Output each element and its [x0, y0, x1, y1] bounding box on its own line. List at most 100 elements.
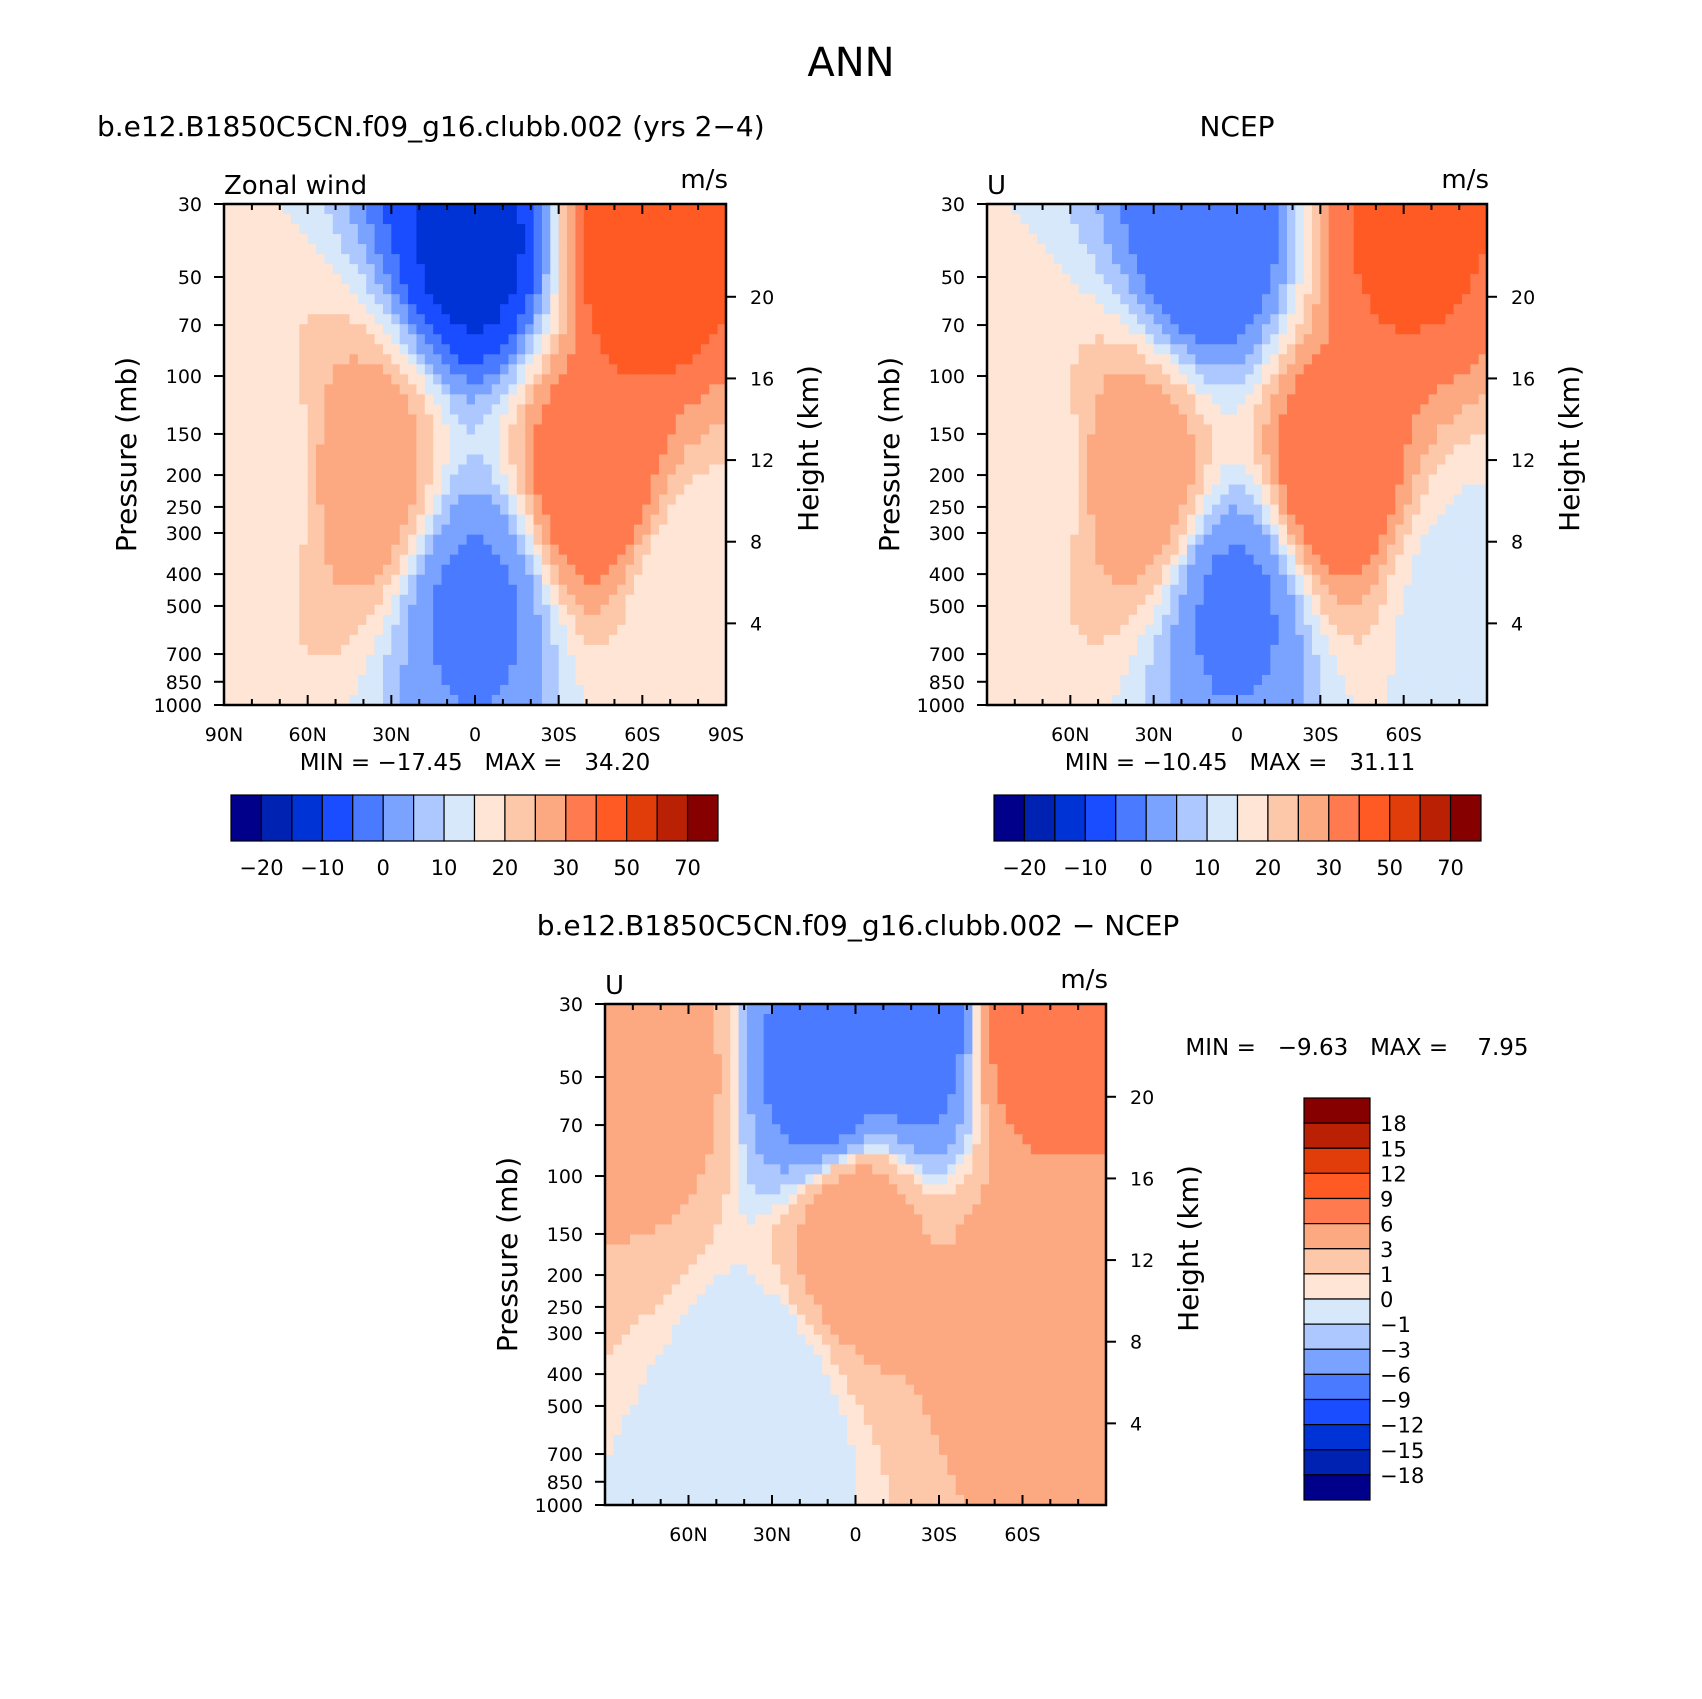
contour-cell: [709, 284, 719, 295]
contour-cell: [592, 504, 602, 516]
contour-cell: [1437, 454, 1446, 466]
contour-cell: [232, 374, 242, 385]
contour-cell: [533, 684, 543, 696]
contour-cell: [659, 274, 669, 285]
contour-cell: [1453, 334, 1463, 345]
contour-cell: [995, 334, 1005, 345]
contour-cell: [987, 264, 996, 275]
contour-cell: [592, 364, 602, 375]
contour-cell: [1262, 224, 1271, 235]
contour-cell: [332, 484, 342, 496]
contour-cell: [332, 354, 342, 365]
contour-cell: [592, 384, 602, 395]
y-tick-label: 30: [178, 194, 202, 216]
contour-cell: [475, 424, 484, 436]
contour-cell: [1070, 274, 1080, 285]
contour-cell: [617, 464, 627, 476]
contour-cell: [1403, 234, 1413, 245]
contour-cell: [700, 494, 710, 506]
contour-cell: [1245, 214, 1255, 225]
contour-cell: [541, 444, 551, 456]
contour-cell: [1320, 284, 1330, 295]
contour-cell: [341, 224, 351, 235]
contour-cell: [1337, 464, 1346, 476]
contour-cell: [717, 214, 726, 225]
contour-cell: [307, 664, 317, 676]
contour-cell: [408, 214, 418, 225]
contour-cell: [341, 504, 351, 516]
contour-cell: [592, 374, 602, 385]
contour-cell: [307, 344, 317, 355]
contour-cell: [508, 584, 518, 596]
contour-cell: [324, 514, 334, 526]
contour-cell: [466, 284, 476, 295]
contour-cell: [1345, 424, 1355, 436]
contour-cell: [1162, 414, 1171, 426]
contour-cell: [1212, 474, 1221, 486]
contour-cell: [265, 664, 275, 676]
contour-cell: [449, 304, 459, 315]
contour-cell: [600, 254, 610, 265]
contour-cell: [1228, 234, 1238, 245]
contour-cell: [357, 634, 367, 646]
contour-cell: [341, 484, 351, 496]
contour-cell: [316, 584, 325, 596]
contour-cell: [374, 544, 384, 556]
contour-cell: [1378, 434, 1388, 446]
contour-cell: [257, 554, 267, 566]
contour-cell: [458, 224, 468, 235]
contour-cell: [1220, 454, 1230, 466]
contour-cell: [290, 364, 300, 375]
contour-cell: [500, 524, 510, 536]
contour-cell: [558, 394, 568, 405]
contour-cell: [642, 404, 652, 416]
contour-cell: [625, 484, 635, 496]
contour-cell: [1337, 424, 1346, 436]
contour-cell: [717, 344, 726, 355]
contour-cell: [692, 664, 702, 676]
contour-cell: [1095, 314, 1105, 325]
contour-cell: [659, 204, 669, 215]
contour-cell: [1145, 314, 1155, 325]
contour-cell: [1195, 284, 1205, 295]
contour-cell: [625, 224, 635, 235]
contour-cell: [1378, 334, 1388, 345]
contour-cell: [1345, 254, 1355, 265]
contour-cell: [500, 474, 510, 486]
contour-cell: [659, 494, 669, 506]
contour-cell: [987, 224, 996, 235]
contour-cell: [558, 264, 568, 275]
contour-cell: [391, 434, 401, 446]
contour-cell: [290, 634, 300, 646]
contour-cell: [1428, 394, 1438, 405]
contour-cell: [424, 414, 434, 426]
contour-cell: [399, 624, 409, 636]
y-tick-label: 200: [166, 465, 202, 487]
contour-cell: [987, 384, 996, 395]
contour-cell: [1253, 414, 1263, 426]
contour-cell: [449, 464, 459, 476]
contour-cell: [1403, 254, 1413, 265]
contour-cell: [466, 354, 476, 365]
contour-cell: [516, 684, 526, 696]
contour-cell: [1112, 454, 1121, 466]
contour-cell: [1178, 394, 1188, 405]
contour-cell: [424, 664, 434, 676]
contour-cell: [659, 644, 669, 656]
contour-cell: [617, 254, 627, 265]
contour-cell: [282, 484, 292, 496]
contour-cell: [374, 264, 384, 275]
contour-cell: [508, 254, 518, 265]
contour-cell: [349, 284, 359, 295]
contour-cell: [667, 304, 677, 315]
contour-cell: [1153, 214, 1163, 225]
contour-cell: [1220, 394, 1230, 405]
contour-cell: [592, 404, 602, 416]
contour-cell: [224, 494, 233, 506]
contour-cell: [600, 334, 610, 345]
contour-cell: [592, 434, 602, 446]
contour-cell: [1070, 444, 1080, 456]
contour-cell: [1228, 204, 1238, 215]
contour-cell: [1203, 264, 1213, 275]
contour-cell: [399, 494, 409, 506]
